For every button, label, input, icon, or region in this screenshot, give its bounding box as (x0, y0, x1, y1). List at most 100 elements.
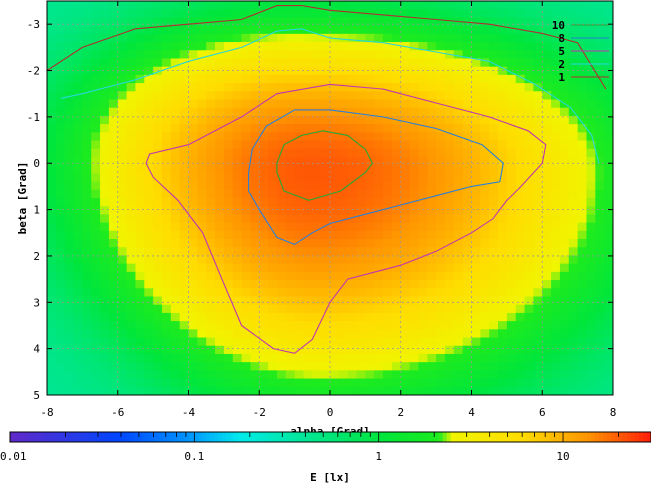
heatmap-cell (55, 42, 66, 51)
heatmap-cell (586, 181, 596, 191)
heatmap-cell (91, 156, 101, 166)
heatmap-cell (462, 304, 473, 314)
heatmap-cell (312, 25, 322, 35)
heatmap-cell (436, 156, 446, 166)
heatmap-cell (444, 247, 455, 257)
heatmap-cell (515, 83, 526, 92)
heatmap-cell (259, 1, 269, 10)
heatmap-cell (161, 66, 172, 76)
heatmap-cell (47, 329, 57, 339)
heatmap-cell (294, 214, 305, 224)
heatmap-cell (117, 304, 128, 314)
heatmap-cell (108, 165, 119, 174)
heatmap-cell (108, 247, 119, 257)
heatmap-cell (241, 181, 251, 191)
heatmap-cell (82, 280, 92, 289)
heatmap-cell (179, 74, 190, 84)
heatmap-cell (268, 296, 278, 306)
heatmap-cell (365, 50, 375, 60)
heatmap-cell (577, 288, 588, 298)
heatmap-cell (498, 321, 508, 330)
heatmap-cell (179, 33, 190, 43)
heatmap-cell (232, 91, 243, 101)
heatmap-cell (153, 189, 163, 199)
heatmap-cell (347, 132, 358, 142)
heatmap-cell (524, 17, 534, 27)
heatmap-cell (498, 58, 508, 68)
heatmap-cell (91, 115, 101, 125)
heatmap-cell (356, 42, 366, 51)
heatmap-cell (268, 304, 278, 314)
heatmap-cell (595, 353, 605, 363)
heatmap-cell (188, 198, 198, 207)
heatmap-cell (321, 181, 331, 191)
heatmap-cell (188, 33, 198, 43)
heatmap-cell (568, 280, 579, 289)
heatmap-cell (144, 345, 154, 355)
heatmap-cell (153, 230, 163, 240)
heatmap-cell (551, 222, 561, 232)
heatmap-cell (568, 329, 579, 339)
colorbar-cell (186, 432, 191, 442)
heatmap-cell (126, 66, 137, 76)
heatmap-cell (135, 33, 145, 43)
heatmap-cell (276, 378, 287, 388)
heatmap-cell (188, 124, 198, 133)
colorbar-cell (458, 432, 464, 442)
heatmap-cell (356, 362, 366, 371)
heatmap-cell (215, 370, 225, 380)
heatmap-cell (365, 304, 375, 314)
heatmap-cell (153, 378, 163, 388)
heatmap-cell (126, 181, 137, 191)
heatmap-cell (462, 156, 473, 166)
heatmap-cell (568, 58, 579, 68)
heatmap-cell (259, 25, 269, 35)
heatmap-cell (595, 198, 605, 207)
heatmap-cell (276, 99, 287, 109)
heatmap-cell (330, 337, 340, 347)
colorbar-cell (406, 432, 412, 442)
heatmap-cell (568, 74, 579, 84)
heatmap-cell (223, 1, 234, 10)
heatmap-cell (73, 132, 83, 142)
heatmap-cell (471, 312, 481, 322)
heatmap-cell (356, 58, 366, 68)
heatmap-cell (577, 115, 588, 125)
heatmap-cell (568, 165, 579, 174)
heatmap-cell (577, 99, 588, 109)
heatmap-cell (595, 1, 605, 10)
heatmap-cell (338, 25, 349, 35)
heatmap-cell (338, 247, 349, 257)
heatmap-cell (170, 66, 181, 76)
heatmap-cell (489, 353, 499, 363)
heatmap-cell (223, 288, 234, 298)
heatmap-cell (126, 353, 137, 363)
colorbar-cell (562, 432, 568, 442)
heatmap-cell (383, 124, 393, 133)
heatmap-cell (126, 329, 137, 339)
heatmap-cell (100, 230, 110, 240)
heatmap-cell (82, 329, 92, 339)
heatmap-cell (418, 115, 428, 125)
heatmap-cell (436, 25, 446, 35)
heatmap-cell (515, 99, 526, 109)
heatmap-cell (568, 247, 579, 257)
heatmap-cell (330, 189, 340, 199)
heatmap-cell (259, 312, 269, 322)
heatmap-cell (347, 148, 358, 158)
heatmap-cell (215, 230, 225, 240)
heatmap-cell (82, 115, 92, 125)
heatmap-cell (73, 312, 83, 322)
heatmap-cell (321, 370, 331, 380)
heatmap-cell (259, 58, 269, 68)
heatmap-cell (276, 83, 287, 92)
heatmap-cell (303, 329, 313, 339)
heatmap-cell (480, 124, 490, 133)
heatmap-cell (126, 247, 137, 257)
heatmap-cell (232, 312, 243, 322)
heatmap-cell (515, 329, 526, 339)
heatmap-cell (418, 288, 428, 298)
heatmap-cell (108, 33, 119, 43)
heatmap-cell (489, 280, 499, 289)
heatmap-cell (206, 33, 216, 43)
